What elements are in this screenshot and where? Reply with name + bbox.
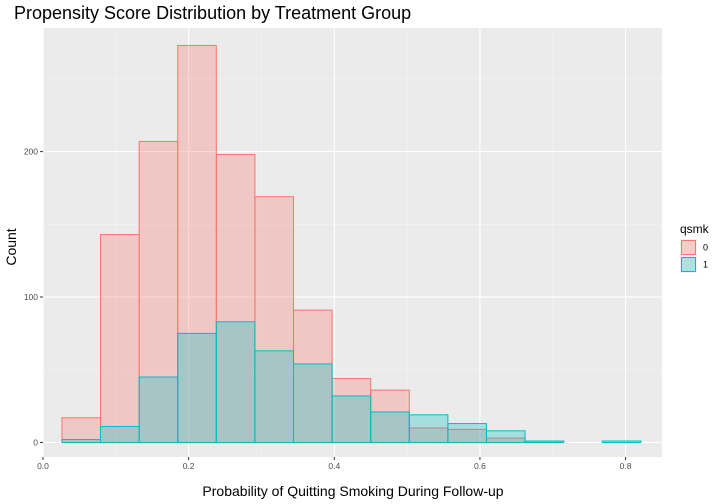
plot-panel [43,28,662,457]
legend-key-bg [680,239,697,256]
bar-qsmk-1 [370,411,410,443]
bar-qsmk-1 [293,363,333,443]
bar-qsmk-1 [447,423,487,443]
bar-qsmk-0 [100,234,140,443]
bar-qsmk-1 [100,425,140,443]
bar-qsmk-0 [177,44,217,443]
bar-qsmk-1 [524,440,565,443]
histogram-bars [61,44,642,443]
y-axis-ticks: 0 100 200 [24,147,43,447]
legend-key-bg [680,256,697,273]
bar-qsmk-1 [408,414,449,443]
bar-qsmk-1 [61,439,102,443]
legend-key-1 [681,257,696,272]
legend-label: 1 [703,260,708,270]
bar-qsmk-1 [254,350,295,443]
series-0-bars [61,44,565,443]
bar-qsmk-0 [61,417,102,443]
x-tick-label: 0.8 [620,461,632,471]
legend-label: 0 [703,243,708,253]
y-tick-label: 200 [24,147,38,157]
x-axis-title: Probability of Quitting Smoking During F… [202,483,503,499]
x-tick-label: 0.4 [328,461,340,471]
legend: qsmk 0 1 [680,222,710,273]
x-axis-ticks: 0.0 0.2 0.4 0.6 0.8 [37,457,632,471]
x-tick-label: 0.6 [474,461,486,471]
minor-gridlines [43,28,662,457]
series-1-bars [61,321,642,443]
y-tick-label: 100 [24,292,38,302]
bar-qsmk-1 [331,395,372,443]
legend-title: qsmk [680,222,710,236]
y-tick-label: 0 [33,437,38,447]
x-tick-label: 0.2 [183,461,195,471]
bar-qsmk-1 [138,376,179,443]
y-axis-title: Count [3,228,19,265]
x-tick-label: 0.0 [37,461,49,471]
bar-qsmk-1 [485,430,526,443]
chart-title: Propensity Score Distribution by Treatme… [14,3,411,23]
bar-qsmk-0 [138,140,179,443]
bar-qsmk-1 [601,440,642,443]
bar-qsmk-0 [331,377,372,443]
legend-key-0 [681,240,696,255]
bar-qsmk-1 [177,332,217,443]
bar-qsmk-1 [215,321,256,443]
bar-qsmk-0 [215,154,256,443]
